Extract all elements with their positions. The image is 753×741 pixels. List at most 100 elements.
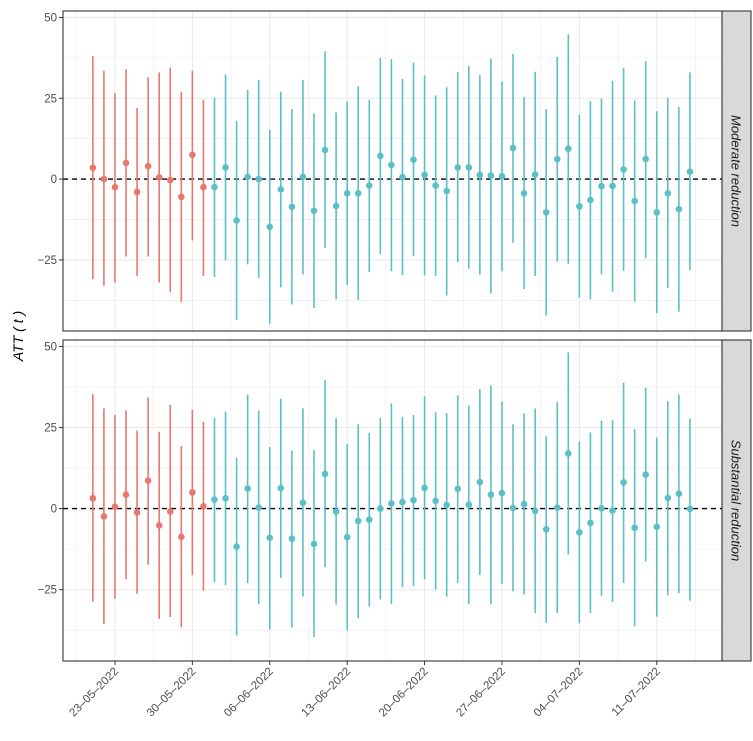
att-estimate-point — [321, 146, 329, 154]
att-estimate-point — [377, 505, 384, 512]
att-estimate-point — [410, 496, 417, 504]
att-estimate-point — [100, 175, 108, 183]
att-estimate-point — [310, 207, 318, 215]
x-tick-label: 13–06–2022 — [300, 666, 354, 720]
att-estimate-point — [686, 505, 694, 513]
att-estimate-point — [476, 478, 484, 486]
att-estimate-point — [354, 190, 362, 197]
att-estimate-point — [476, 171, 484, 179]
att-estimate-point — [454, 485, 462, 493]
y-tick-label: 50 — [44, 341, 57, 353]
att-estimate-point — [520, 500, 528, 508]
att-estimate-point — [653, 209, 661, 216]
att-estimate-point — [531, 171, 539, 178]
att-estimate-point — [365, 516, 373, 523]
facet-strip-label: Moderate reduction — [729, 115, 744, 227]
att-estimate-point — [189, 489, 196, 496]
att-estimate-point — [509, 144, 517, 152]
x-tick-label: 30–05–2022 — [145, 666, 199, 720]
facet-panel-2: −25 0 25 50 Substantial reduction — [37, 339, 752, 662]
att-estimate-point — [310, 540, 318, 548]
att-estimate-point — [542, 526, 550, 533]
att-estimate-point — [465, 501, 473, 509]
att-estimate-point — [144, 162, 152, 170]
att-estimate-point — [377, 152, 384, 160]
att-estimate-point — [399, 498, 406, 506]
att-estimate-point — [277, 484, 285, 492]
x-tick-label: 20–06–2022 — [377, 666, 431, 720]
att-estimate-point — [133, 188, 141, 196]
x-tick-label: 23–05–2022 — [67, 666, 121, 720]
y-tick-label: 0 — [51, 174, 57, 186]
att-estimate-point — [200, 503, 207, 510]
att-estimate-point — [498, 172, 506, 180]
att-estimate-point — [432, 497, 439, 505]
att-estimate-point — [321, 470, 329, 478]
att-estimate-point — [609, 182, 616, 190]
att-estimate-point — [487, 491, 495, 498]
att-estimate-point — [432, 182, 439, 189]
att-estimate-point — [421, 171, 428, 179]
att-estimate-point — [266, 223, 274, 231]
y-tick-label: 0 — [51, 504, 57, 516]
att-estimate-point — [343, 190, 351, 197]
att-estimate-point — [343, 533, 351, 541]
att-estimate-point — [255, 504, 263, 511]
y-tick-label: 25 — [44, 423, 57, 435]
att-estimate-point — [598, 504, 605, 512]
x-axis: 23–05–2022 30–05–2022 06–06–2022 13–06–2022… — [67, 661, 663, 719]
att-estimate-point — [166, 176, 174, 184]
att-estimate-point — [642, 471, 650, 478]
att-estimate-point — [620, 479, 627, 486]
att-estimate-point — [133, 509, 141, 516]
att-estimate-point — [155, 174, 163, 181]
att-estimate-point — [211, 183, 218, 191]
att-estimate-point — [553, 504, 561, 511]
att-estimate-point — [222, 494, 229, 502]
att-estimate-point — [576, 202, 583, 210]
att-estimate-point — [178, 533, 185, 541]
y-axis-title: ATT ( t ) — [10, 311, 26, 362]
att-estimate-point — [653, 523, 661, 531]
att-estimate-point — [565, 145, 572, 152]
facet-strip — [721, 10, 752, 332]
att-estimate-point — [255, 175, 263, 183]
att-estimate-point — [609, 507, 616, 514]
att-estimate-point — [664, 494, 672, 502]
att-estimate-point — [631, 197, 638, 205]
att-estimate-point — [200, 183, 207, 191]
att-estimate-point — [642, 155, 650, 163]
att-estimate-point — [587, 519, 594, 527]
att-estimate-point — [487, 172, 495, 179]
x-tick-label: 06–06–2022 — [222, 666, 276, 720]
att-estimate-point — [465, 164, 473, 171]
att-estimate-point — [354, 517, 362, 525]
att-estimate-point — [299, 173, 307, 181]
y-tick-label: −25 — [37, 255, 57, 267]
att-estimate-point — [664, 190, 672, 197]
att-estimate-point — [498, 489, 506, 497]
att-estimate-point — [233, 543, 240, 550]
att-estimate-point — [222, 164, 229, 171]
att-estimate-point — [100, 513, 108, 520]
att-estimate-point — [122, 491, 130, 498]
att-estimate-point — [89, 164, 97, 172]
att-estimate-point — [421, 484, 428, 492]
att-estimate-point — [454, 164, 462, 171]
att-estimate-point — [520, 190, 528, 197]
att-estimate-point — [443, 501, 450, 509]
att-estimate-point — [576, 528, 583, 536]
att-estimate-point — [211, 496, 218, 503]
att-estimate-point — [122, 159, 130, 167]
att-estimate-point — [288, 203, 296, 211]
att-estimate-point — [587, 196, 594, 204]
att-estimate-point — [266, 534, 274, 542]
x-tick-label: 11–07–2022 — [610, 666, 663, 719]
att-estimate-point — [111, 503, 119, 510]
att-estimate-point — [144, 477, 152, 485]
y-tick-label: 25 — [44, 93, 57, 105]
att-estimate-point — [598, 182, 605, 190]
att-estimate-point — [299, 499, 307, 507]
att-estimate-point — [509, 504, 517, 512]
att-estimate-point — [553, 155, 561, 163]
